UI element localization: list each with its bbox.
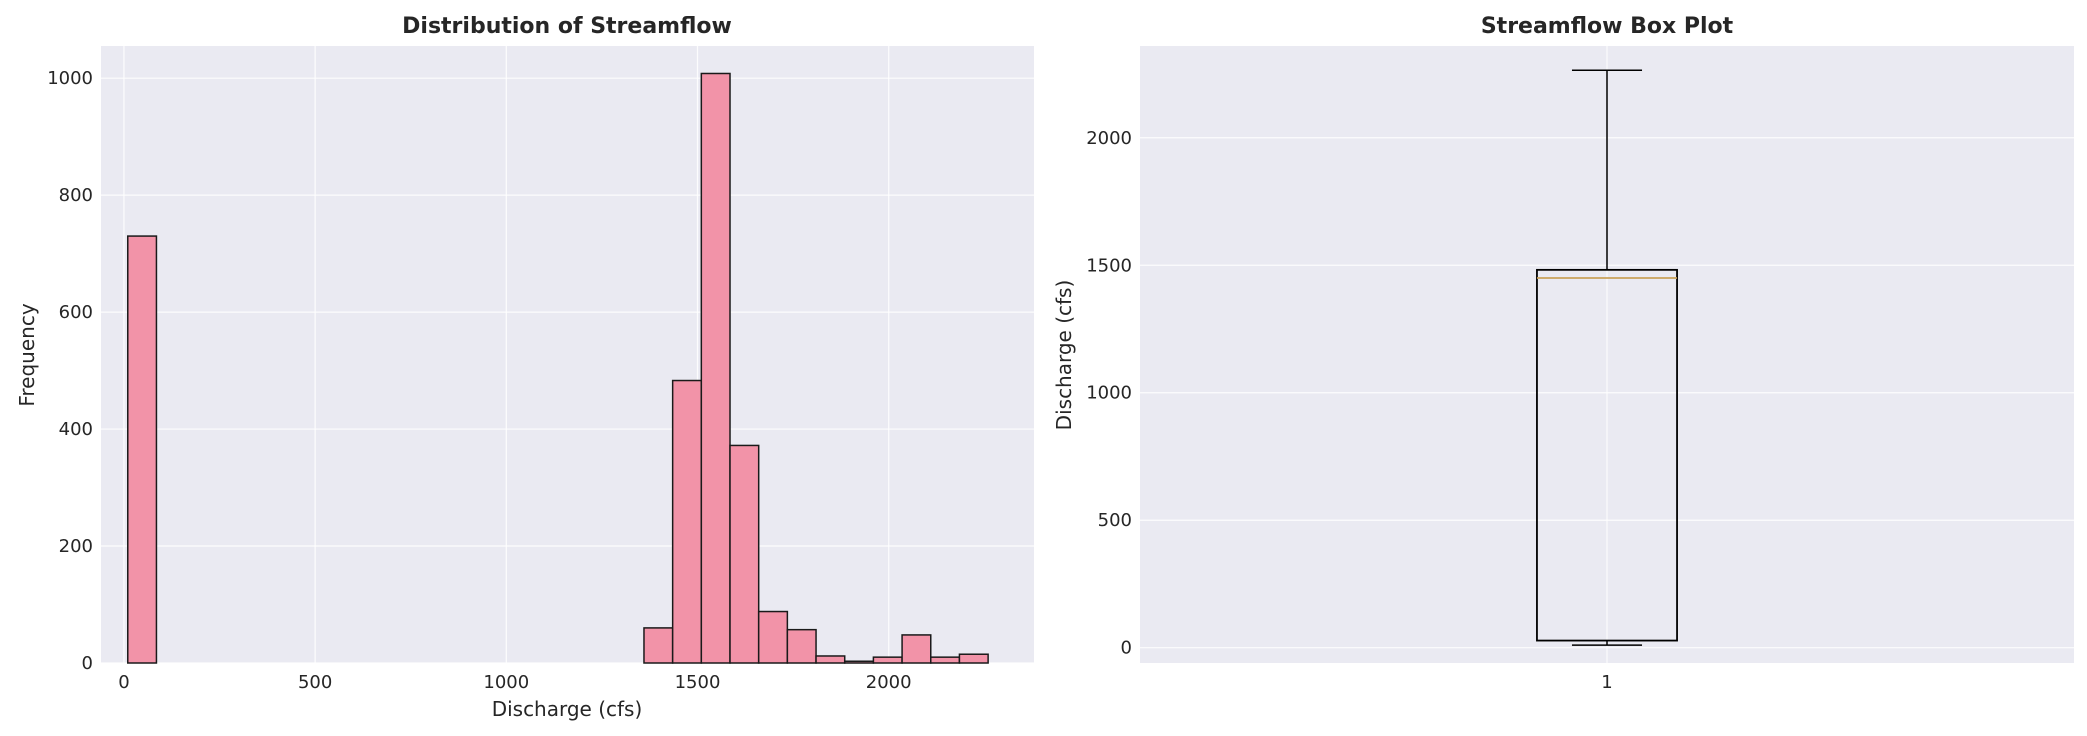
histogram-bar: [643, 627, 674, 664]
histogram-grid: [101, 46, 1034, 664]
boxplot-marks: [1536, 69, 1678, 646]
histogram-bars: [127, 72, 989, 664]
histogram-bar: [700, 72, 731, 664]
histogram-x-tick-label: 1000: [483, 672, 529, 693]
boxplot-x-ticks: 1: [1601, 672, 1612, 693]
histogram-x-tick-label: 500: [298, 672, 332, 693]
histogram-x-tick-label: 0: [118, 672, 129, 693]
histogram-y-tick-label: 200: [59, 536, 93, 557]
boxplot-y-ticks: 0 500 1000 1500 2000: [1086, 128, 1132, 659]
histogram-bar: [127, 235, 158, 664]
boxplot-title: Streamflow Box Plot: [1481, 14, 1734, 39]
histogram-bar: [958, 653, 989, 664]
histogram-x-ticks: 0 500 1000 1500 2000: [118, 672, 911, 693]
histogram-y-tick-label: 1000: [47, 68, 93, 89]
histogram-bar: [671, 379, 703, 664]
histogram-x-tick-label: 1500: [675, 672, 721, 693]
boxplot-y-tick-label: 1000: [1086, 383, 1132, 404]
histogram-plot-area: [101, 46, 1034, 663]
boxplot-y-label: Discharge (cfs): [1052, 280, 1076, 431]
histogram-bar: [872, 656, 903, 664]
boxplot-x-tick-label: 1: [1601, 672, 1612, 693]
histogram-panel: Distribution of Streamflow 0 500 1000 1500 2…: [15, 14, 1034, 721]
histogram-y-tick-label: 800: [59, 185, 93, 206]
histogram-bar: [729, 444, 760, 664]
boxplot-box: [1536, 268, 1678, 642]
histogram-x-tick-label: 2000: [866, 672, 912, 693]
histogram-y-tick-label: 400: [59, 419, 93, 440]
boxplot-panel: Streamflow Box Plot 1 0 500 1000 1500 2000 D…: [1052, 14, 2074, 693]
histogram-bar: [815, 655, 846, 664]
histogram-y-tick-label: 600: [59, 302, 93, 323]
histogram-bar: [843, 660, 875, 664]
boxplot-y-tick-label: 0: [1121, 638, 1132, 659]
histogram-bar: [901, 634, 932, 664]
boxplot-y-tick-label: 1500: [1086, 255, 1132, 276]
histogram-y-tick-label: 0: [82, 653, 93, 674]
histogram-y-ticks: 0 200 400 600 800 1000: [47, 68, 93, 674]
histogram-title: Distribution of Streamflow: [402, 14, 732, 39]
histogram-bar: [786, 628, 817, 664]
boxplot-y-tick-label: 500: [1098, 510, 1132, 531]
histogram-y-label: Frequency: [15, 303, 39, 406]
boxplot-y-tick-label: 2000: [1086, 128, 1132, 149]
histogram-bar: [930, 656, 961, 664]
histogram-bar: [757, 610, 789, 664]
histogram-x-label: Discharge (cfs): [492, 697, 643, 721]
